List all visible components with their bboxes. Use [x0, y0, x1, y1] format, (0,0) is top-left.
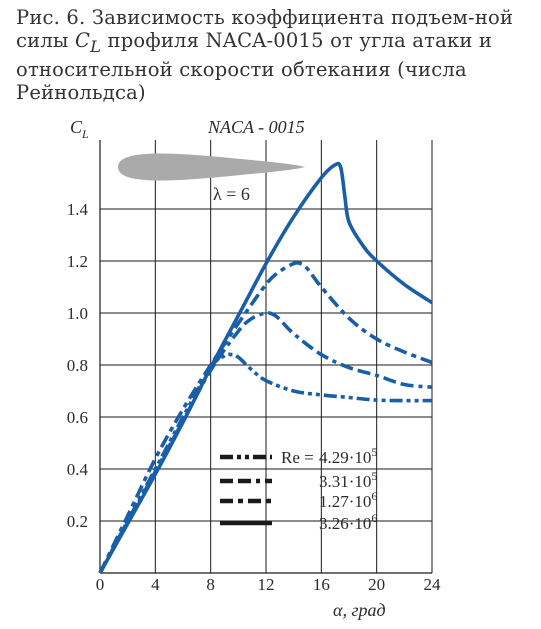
x-axis-label: α, град [333, 600, 386, 620]
y-tick-label: 1.4 [67, 200, 89, 219]
legend-label-4: 3.26·106 [319, 511, 377, 533]
x-tick-label: 0 [96, 575, 105, 594]
grid [100, 140, 433, 573]
legend-label-mantissa: 1.27·10 [319, 492, 371, 511]
caption-rest: профиля NACA-0015 от угла атаки и относи… [16, 29, 493, 104]
airfoil-profile-icon [118, 153, 305, 181]
tick-labels: 0 4 8 12 16 20 24 0.2 0.4 0.6 0.8 1.0 1.2 1.4 [67, 200, 441, 594]
x-tick-label: 12 [258, 575, 275, 594]
legend-label-3: 1.27·106 [319, 489, 377, 511]
legend-label-exponent: 5 [371, 445, 377, 459]
legend-label-exponent: 6 [371, 489, 377, 503]
caption-symbol: C [75, 29, 91, 52]
chart-labels: NACA - 0015 CL α, град λ = 6 [70, 117, 386, 620]
x-tick-label: 4 [151, 575, 160, 594]
series-line-4 [98, 161, 433, 574]
y-axis-label: CL [70, 117, 89, 141]
x-tick-label: 16 [313, 575, 330, 594]
caption-lead: Рис. 6. Зависимость коэффициента подъем-… [16, 6, 514, 52]
series-line-3 [98, 260, 433, 574]
legend-label-mantissa: 3.31·10 [319, 472, 371, 491]
y-tick-label: 0.8 [67, 356, 88, 375]
chart-title: NACA - 0015 [207, 117, 305, 137]
y-axis-label-main: C [70, 117, 83, 137]
y-tick-label: 1.0 [67, 304, 88, 323]
figure-caption: Рис. 6. Зависимость коэффициента подъем-… [16, 6, 531, 104]
legend-label-exponent: 5 [371, 469, 377, 483]
legend-label-1: 4.29·105 [319, 445, 377, 467]
x-tick-label: 20 [368, 575, 385, 594]
legend-label-mantissa: 4.29·10 [319, 448, 371, 467]
legend-label-2: 3.31·105 [319, 469, 377, 491]
legend-label-mantissa: 3.26·10 [319, 514, 371, 533]
legend-label-exponent: 6 [371, 511, 377, 525]
x-tick-label: 8 [206, 575, 215, 594]
legend-title: Re = [281, 448, 314, 467]
y-tick-label: 0.2 [67, 512, 88, 531]
y-tick-label: 1.2 [67, 252, 88, 271]
lambda-annotation: λ = 6 [213, 184, 250, 204]
y-axis-label-sub: L [81, 127, 89, 141]
series-layer [98, 161, 433, 574]
caption-symbol-sub: L [90, 36, 102, 56]
axes [99, 140, 432, 574]
series-line-1 [98, 352, 433, 574]
y-tick-label: 0.4 [67, 460, 89, 479]
y-tick-label: 0.6 [67, 408, 88, 427]
x-tick-label: 24 [424, 575, 442, 594]
